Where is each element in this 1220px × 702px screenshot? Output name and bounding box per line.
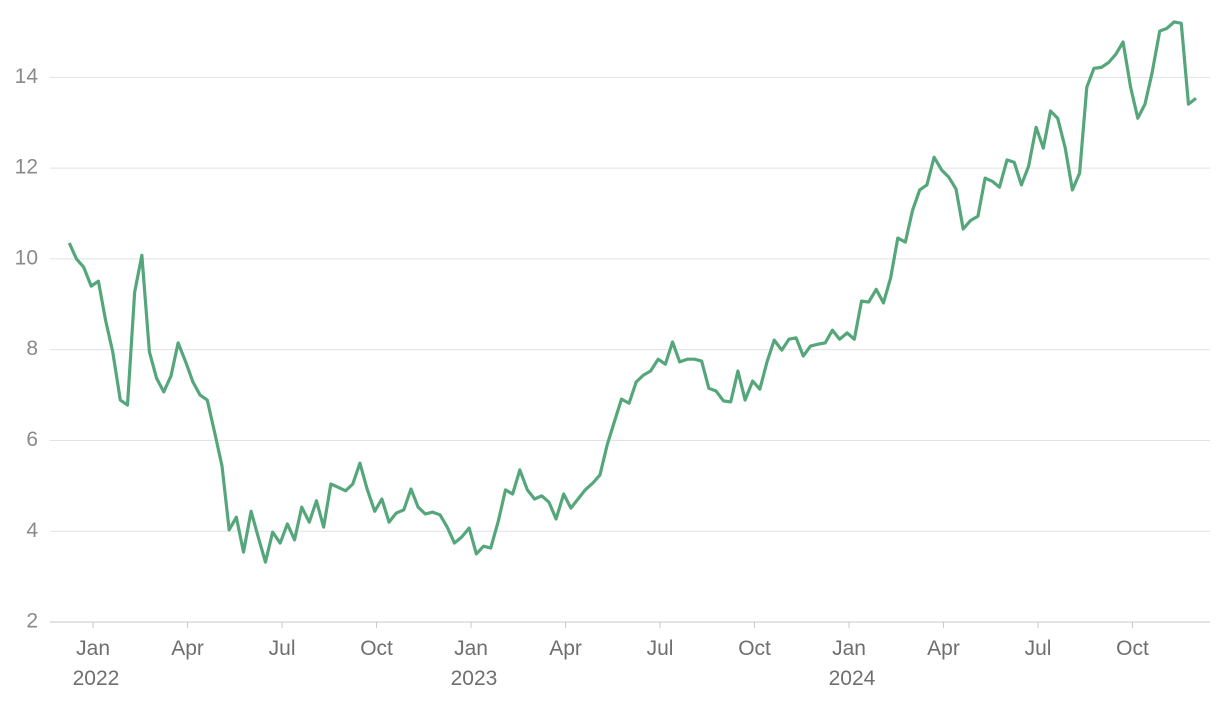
x-tick-label: Apr — [549, 637, 582, 660]
x-tick-label: Oct — [1116, 637, 1149, 660]
x-tick-label: Apr — [171, 637, 204, 660]
x-tick-label: Jan 2024 — [823, 637, 876, 690]
x-tick-label: Jul — [647, 637, 674, 660]
y-tick-label: 8 — [26, 337, 38, 360]
y-tick-label: 12 — [15, 156, 38, 179]
y-tick-label: 4 — [26, 519, 38, 542]
x-tick-label: Jan 2022 — [67, 637, 120, 690]
x-tick-label: Oct — [738, 637, 771, 660]
data-line — [67, 20, 1197, 564]
y-tick-label: 10 — [15, 246, 38, 269]
x-tick-label: Apr — [927, 637, 960, 660]
x-tick-label: Jan 2023 — [445, 637, 498, 690]
y-tick-label: 2 — [26, 610, 38, 633]
x-tick-label: Jul — [269, 637, 296, 660]
x-tick-label: Oct — [360, 637, 393, 660]
y-tick-label: 6 — [26, 428, 38, 451]
x-tick-label: Jul — [1025, 637, 1052, 660]
y-tick-label: 14 — [15, 65, 39, 88]
